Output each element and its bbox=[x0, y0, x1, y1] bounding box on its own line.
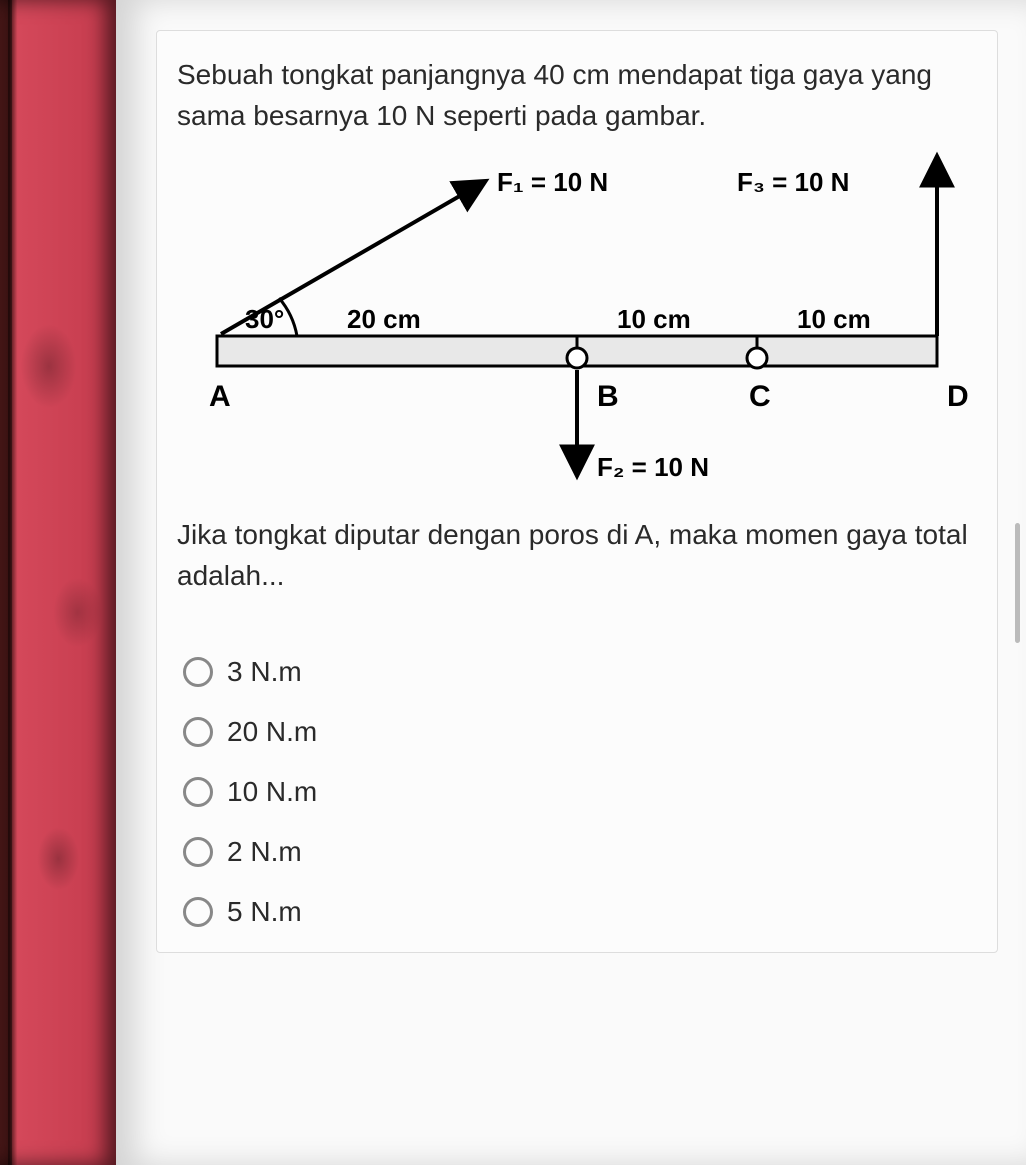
f2-label: F₂ = 10 N bbox=[597, 452, 709, 482]
radio-icon bbox=[183, 717, 213, 747]
option-label: 2 N.m bbox=[227, 836, 302, 868]
option-2nm[interactable]: 2 N.m bbox=[183, 836, 977, 868]
option-label: 5 N.m bbox=[227, 896, 302, 928]
seg-bc-label: 10 cm bbox=[617, 304, 691, 334]
question-card: Sebuah tongkat panjangnya 40 cm mendapat… bbox=[156, 30, 998, 953]
option-20nm[interactable]: 20 N.m bbox=[183, 716, 977, 748]
question-stem: Sebuah tongkat panjangnya 40 cm mendapat… bbox=[177, 55, 977, 136]
f1-label: F₁ = 10 N bbox=[497, 167, 608, 197]
radio-icon bbox=[183, 657, 213, 687]
pivot-b bbox=[567, 348, 587, 368]
option-3nm[interactable]: 3 N.m bbox=[183, 656, 977, 688]
point-a-label: A bbox=[209, 380, 231, 413]
point-c-label: C bbox=[749, 380, 771, 413]
angle-label: 30° bbox=[245, 304, 284, 334]
physics-diagram: F₁ = 10 N 30° 20 cm 10 cm 10 cm F₂ = 10 … bbox=[177, 146, 977, 491]
scroll-indicator[interactable] bbox=[1015, 523, 1020, 643]
radio-icon bbox=[183, 777, 213, 807]
pivot-c bbox=[747, 348, 767, 368]
option-label: 20 N.m bbox=[227, 716, 317, 748]
book-spine bbox=[0, 0, 116, 1165]
option-label: 3 N.m bbox=[227, 656, 302, 688]
f3-label: F₃ = 10 N bbox=[737, 167, 849, 197]
option-label: 10 N.m bbox=[227, 776, 317, 808]
seg-cd-label: 10 cm bbox=[797, 304, 871, 334]
radio-icon bbox=[183, 897, 213, 927]
radio-icon bbox=[183, 837, 213, 867]
question-followup: Jika tongkat diputar dengan poros di A, … bbox=[177, 515, 977, 596]
answer-options: 3 N.m 20 N.m 10 N.m 2 N.m 5 N.m bbox=[177, 656, 977, 928]
spine-texture bbox=[20, 120, 116, 1105]
point-b-label: B bbox=[597, 380, 619, 413]
option-5nm[interactable]: 5 N.m bbox=[183, 896, 977, 928]
point-d-label: D bbox=[947, 380, 969, 413]
seg-ab-label: 20 cm bbox=[347, 304, 421, 334]
option-10nm[interactable]: 10 N.m bbox=[183, 776, 977, 808]
page-content: Sebuah tongkat panjangnya 40 cm mendapat… bbox=[116, 0, 1026, 1165]
